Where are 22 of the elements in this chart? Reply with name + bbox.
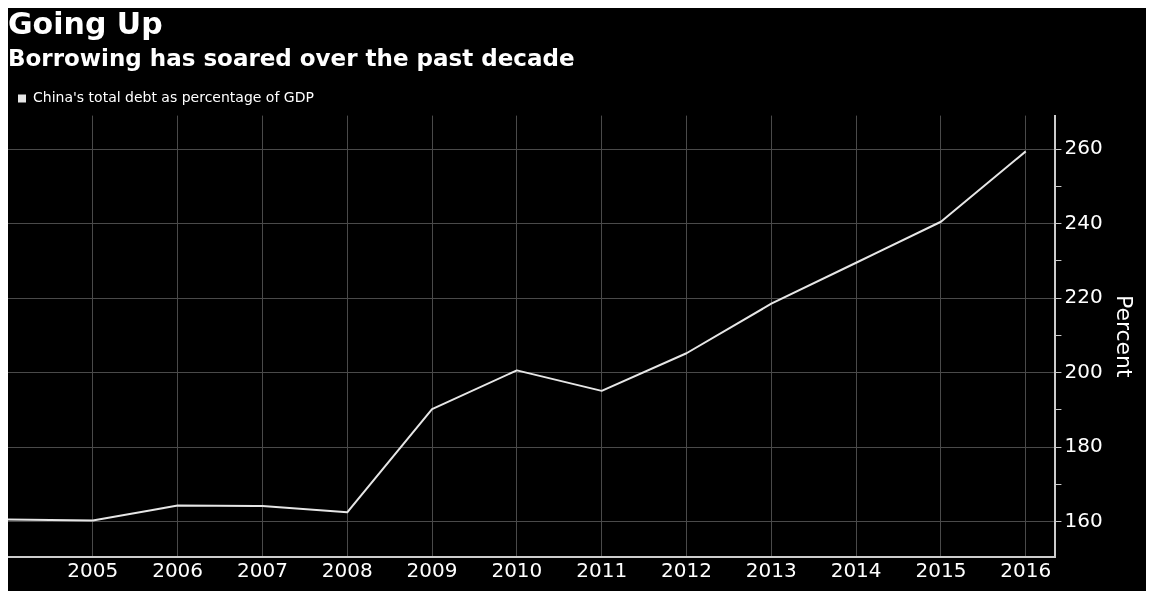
x-tick-label: 2011 (576, 558, 628, 583)
x-tick-label: 2007 (236, 558, 288, 583)
y-tick-label: 240 (1064, 209, 1103, 234)
legend-label: China's total debt as percentage of GDP (33, 89, 314, 106)
x-tick-label: 2005 (67, 558, 119, 583)
x-tick-label: 2009 (406, 558, 458, 583)
x-tick-label: 2012 (661, 558, 712, 583)
x-tick-label: 2013 (745, 558, 797, 583)
y-tick-label: 160 (1064, 507, 1103, 532)
y-tick-label: 220 (1064, 284, 1103, 309)
x-tick-label: 2008 (321, 558, 373, 583)
x-tick-label: 2014 (830, 558, 882, 583)
x-tick-label: 2010 (491, 558, 543, 583)
y-tick-label: 180 (1064, 433, 1103, 458)
chart-subtitle: Borrowing has soared over the past decade (8, 44, 575, 71)
chart-title: Going Up (8, 5, 163, 41)
y-tick-label: 200 (1064, 358, 1103, 383)
x-tick-label: 2006 (152, 558, 204, 583)
y-tick-label: 260 (1064, 135, 1103, 160)
x-tick-label: 2016 (1000, 558, 1052, 583)
y-axis-title: Percent (1112, 294, 1138, 379)
x-tick-label: 2015 (915, 558, 967, 583)
